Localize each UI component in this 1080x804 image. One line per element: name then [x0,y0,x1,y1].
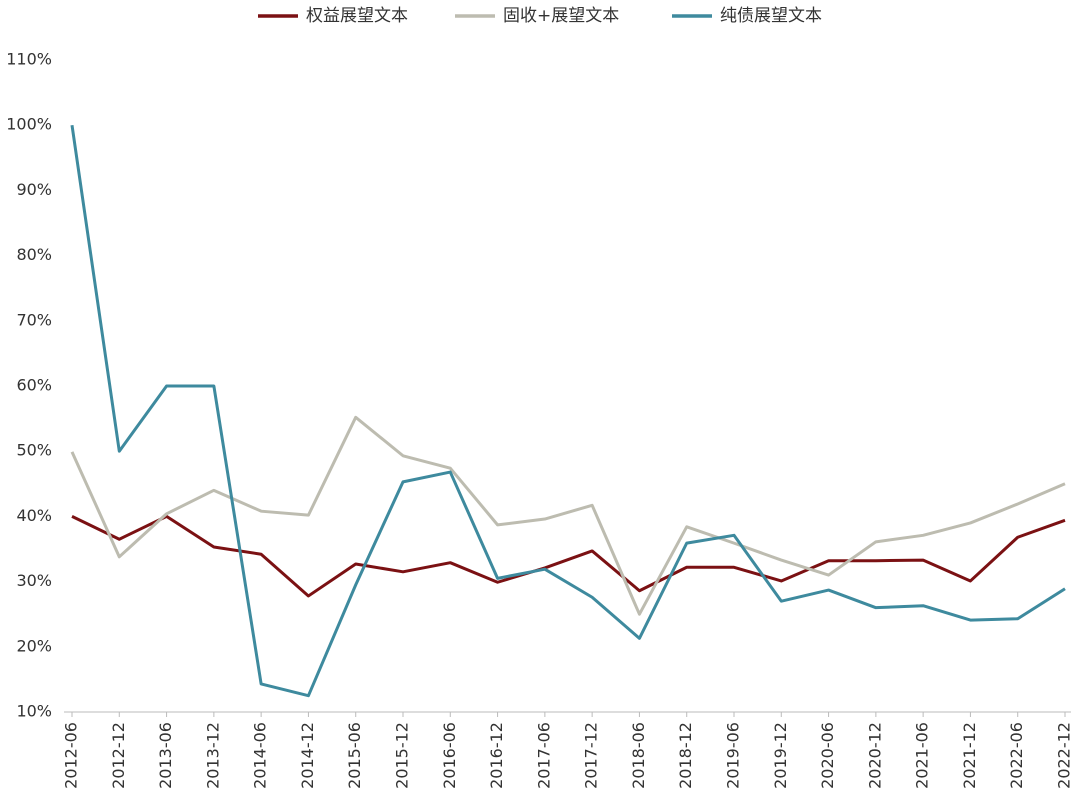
x-tick-label: 2019-06 [724,722,743,789]
series-line [70,415,1066,616]
x-tick-label: 2014-12 [298,722,317,789]
legend-text: 纯债展望文本 [720,6,822,26]
y-tick-label: 100% [6,115,52,134]
x-tick-label: 2013-06 [156,722,175,789]
x-tick-label: 2017-06 [534,722,553,789]
x-tick-label: 2013-12 [203,722,222,789]
y-tick-label: 60% [16,376,52,395]
y-tick-label: 40% [16,506,52,525]
x-tick-label: 2012-06 [62,722,81,789]
y-tick-label: 30% [16,571,52,590]
x-tick-label: 2017-12 [582,722,601,789]
x-tick-label: 2018-12 [676,722,695,789]
x-tick-label: 2022-06 [1007,722,1026,789]
x-tick-label: 2022-12 [1055,722,1074,789]
y-tick-label: 80% [16,245,52,264]
x-tick-label: 2016-12 [487,722,506,789]
y-tick-label: 90% [16,180,52,199]
x-tick-label: 2018-06 [629,722,648,789]
x-tick-label: 2021-06 [913,722,932,789]
y-tick-label: 20% [16,636,52,655]
legend-text: 固收+展望文本 [503,6,619,26]
series-line [70,124,1066,698]
y-tick-label: 10% [16,702,52,721]
x-tick-label: 2021-12 [960,722,979,789]
legend-text: 权益展望文本 [306,6,408,26]
x-tick-label: 2012-12 [109,722,128,789]
series-line [71,514,1066,598]
x-tick-label: 2015-06 [345,722,364,789]
x-tick-label: 2020-06 [818,722,837,789]
y-tick-label: 70% [16,310,52,329]
x-tick-label: 2015-12 [393,722,412,789]
y-tick-label: 50% [16,441,52,460]
x-tick-label: 2016-06 [440,722,459,789]
x-tick-label: 2020-12 [865,722,884,789]
x-tick-label: 2019-12 [771,722,790,789]
x-tick-label: 2014-06 [251,722,270,789]
y-tick-label: 110% [6,50,52,69]
